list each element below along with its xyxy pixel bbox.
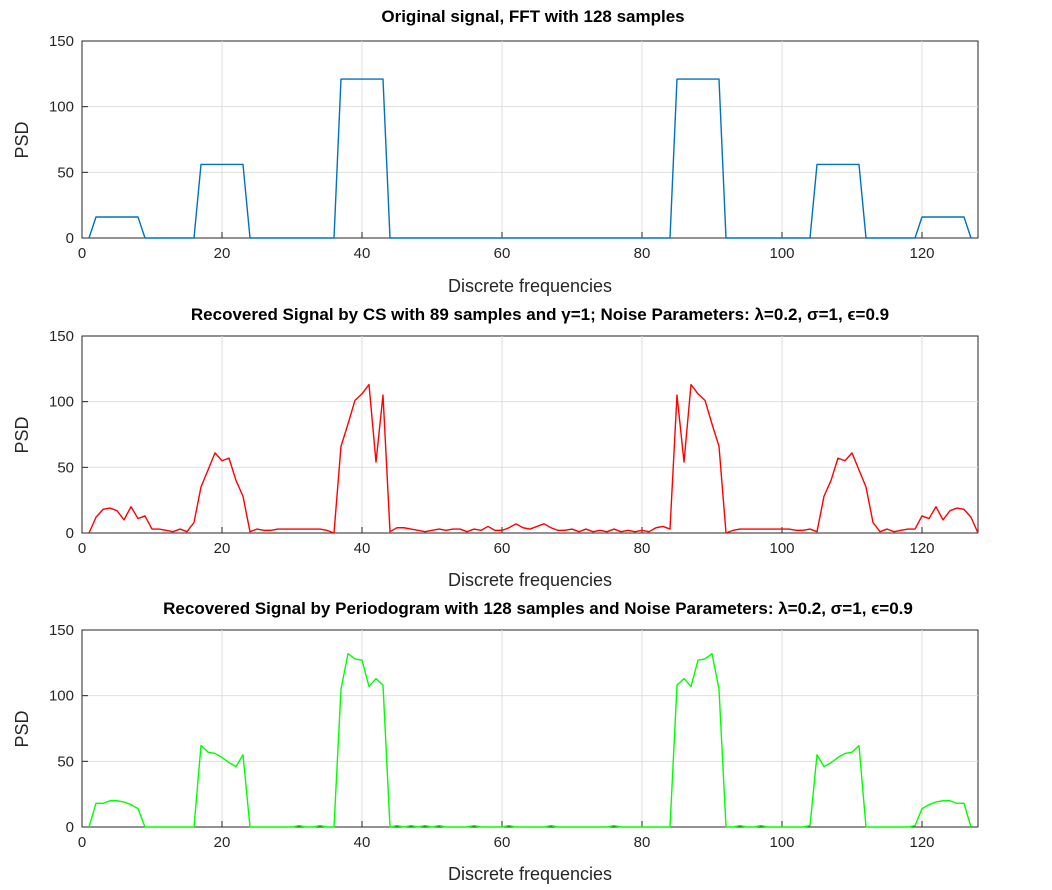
x-axis-label: Discrete frequencies (448, 864, 612, 884)
x-tick-label: 60 (494, 245, 511, 262)
ticks: 0 20 40 60 80 100 120 0 50 100 150 (49, 622, 935, 851)
x-tick-label: 100 (769, 834, 794, 851)
x-tick-label: 40 (354, 245, 371, 262)
x-tick-label: 0 (78, 834, 86, 851)
y-tick-label: 150 (49, 328, 74, 345)
x-tick-label: 20 (214, 540, 231, 557)
series-group (88, 78, 972, 239)
series-group (88, 383, 979, 534)
panel-title: Recovered Signal by CS with 89 samples a… (191, 305, 889, 324)
x-tick-label: 20 (214, 245, 231, 262)
y-tick-label: 0 (66, 525, 74, 542)
x-tick-label: 120 (909, 540, 934, 557)
series-line (88, 652, 972, 828)
x-tick-label: 100 (769, 245, 794, 262)
ticks: 0 20 40 60 80 100 120 0 50 100 150 (49, 33, 935, 262)
ticks: 0 20 40 60 80 100 120 0 50 100 150 (49, 328, 935, 557)
plot-area (81, 335, 979, 534)
y-tick-label: 100 (49, 688, 74, 705)
y-tick-label: 50 (57, 753, 74, 770)
y-tick-label: 50 (57, 459, 74, 476)
x-axis-label: Discrete frequencies (448, 276, 612, 296)
x-tick-label: 0 (78, 245, 86, 262)
panel-original-signal: Original signal, FFT with 128 samples 0 2… (12, 7, 979, 296)
x-tick-label: 60 (494, 540, 511, 557)
panel-recovered-cs: Recovered Signal by CS with 89 samples a… (12, 305, 979, 590)
x-tick-label: 100 (769, 540, 794, 557)
x-tick-label: 80 (634, 834, 651, 851)
x-tick-label: 80 (634, 245, 651, 262)
series-group (88, 652, 972, 828)
gridlines (82, 336, 978, 533)
y-axis-label: PSD (12, 121, 32, 158)
x-tick-label: 60 (494, 834, 511, 851)
plot-area (81, 629, 979, 828)
gridlines (82, 41, 978, 238)
x-tick-label: 80 (634, 540, 651, 557)
y-axis-label: PSD (12, 416, 32, 453)
y-tick-label: 0 (66, 819, 74, 836)
x-tick-label: 120 (909, 245, 934, 262)
x-tick-label: 120 (909, 834, 934, 851)
plot-area (81, 40, 979, 239)
panel-title: Recovered Signal by Periodogram with 128… (163, 599, 913, 618)
x-tick-label: 20 (214, 834, 231, 851)
y-tick-label: 50 (57, 164, 74, 181)
y-tick-label: 0 (66, 230, 74, 247)
x-tick-label: 0 (78, 540, 86, 557)
y-tick-label: 100 (49, 99, 74, 116)
panel-title: Original signal, FFT with 128 samples (381, 7, 684, 26)
panel-recovered-periodogram: Recovered Signal by Periodogram with 128… (12, 599, 979, 884)
x-tick-label: 40 (354, 540, 371, 557)
y-tick-label: 150 (49, 622, 74, 639)
series-line (88, 78, 972, 239)
series-line (88, 383, 979, 534)
x-tick-label: 40 (354, 834, 371, 851)
x-axis-label: Discrete frequencies (448, 570, 612, 590)
y-tick-label: 150 (49, 33, 74, 50)
y-tick-label: 100 (49, 394, 74, 411)
y-axis-label: PSD (12, 710, 32, 747)
